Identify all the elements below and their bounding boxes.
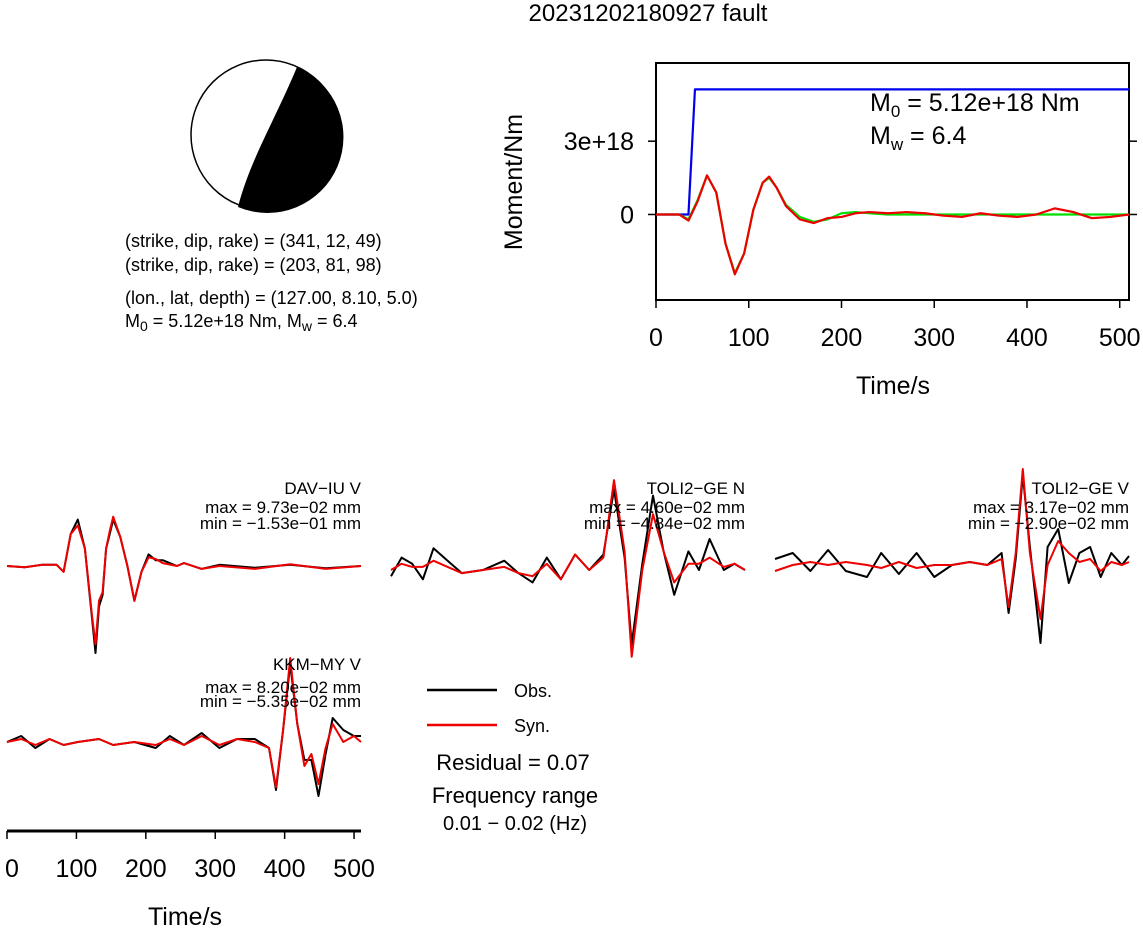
station-name: TOLI2−GE V xyxy=(1032,479,1130,498)
x-tick-label: 100 xyxy=(56,855,98,883)
x-tick-label: 500 xyxy=(1099,324,1141,352)
station-max: max = 8.20e−02 mm xyxy=(205,678,361,697)
station-max: max = 3.17e−02 mm xyxy=(973,498,1129,517)
waveform-legend: Obs. Syn. Residual = 0.07 Frequency rang… xyxy=(427,681,598,835)
station-min: min = −1.53e−01 mm xyxy=(200,514,361,533)
moment-series xyxy=(656,88,1130,276)
waveform-toli2-v xyxy=(774,468,1130,644)
synthetic-trace xyxy=(6,515,362,646)
waveform-dav xyxy=(6,515,362,654)
y-tick-label: 3e+18 xyxy=(564,128,634,156)
waveform-x-axis-label: Time/s xyxy=(148,903,222,928)
x-tick-label: 0 xyxy=(5,855,19,883)
station-max: max = 9.73e−02 mm xyxy=(205,498,361,517)
moment-m0-annotation: M0 = 5.12e+18 Nm xyxy=(870,89,1080,121)
x-tick-label: 300 xyxy=(194,855,236,883)
x-tick-label: 0 xyxy=(649,324,663,352)
nodal-plane-1: (strike, dip, rake) = (341, 12, 49) xyxy=(125,231,382,251)
moment-axis-ticks: 0 100 200 300 400 500 0 3e+18 xyxy=(564,128,1141,352)
mechanism-info: (strike, dip, rake) = (341, 12, 49) (str… xyxy=(125,231,418,334)
station-min: min = −2.90e−02 mm xyxy=(968,514,1129,533)
station-label-toli2-v: TOLI2−GE V max = 3.17e−02 mm min = −2.90… xyxy=(968,479,1130,533)
x-tick-label: 400 xyxy=(264,855,306,883)
moment-x-axis-label: Time/s xyxy=(856,372,930,400)
x-tick-label: 500 xyxy=(333,855,375,883)
x-tick-label: 200 xyxy=(821,324,863,352)
station-min: min = −4.84e−02 mm xyxy=(584,514,745,533)
synthetic-trace xyxy=(390,479,746,658)
synthetic-trace xyxy=(774,468,1130,620)
station-min: min = −5.35e−02 mm xyxy=(200,692,361,711)
frequency-range-value: 0.01 − 0.02 (Hz) xyxy=(443,813,587,835)
moment-y-axis-label: Moment/Nm xyxy=(500,114,528,250)
hypocenter-info: (lon., lat, depth) = (127.00, 8.10, 5.0) xyxy=(125,288,418,308)
observed-trace xyxy=(6,518,362,654)
magnitude-info: M0 = 5.12e+18 Nm, Mw = 6.4 xyxy=(125,311,358,334)
waveform-time-axis: 0 100 200 300 400 500 xyxy=(5,829,375,883)
x-tick-label: 400 xyxy=(1006,324,1048,352)
station-label-kkm: KKM−MY V max = 8.20e−02 mm min = −5.35e−… xyxy=(200,655,362,711)
figure-title: 20231202180927 fault xyxy=(529,0,768,27)
waveform-panels xyxy=(6,468,1130,797)
station-name: DAV−IU V xyxy=(284,479,361,498)
station-name: KKM−MY V xyxy=(273,655,362,674)
x-tick-label: 300 xyxy=(913,324,955,352)
station-label-dav: DAV−IU V max = 9.73e−02 mm min = −1.53e−… xyxy=(200,479,362,533)
moment-rate-smooth-line xyxy=(656,174,1129,275)
station-label-toli2-n: TOLI2−GE N max = 4.60e−02 mm min = −4.84… xyxy=(584,479,745,533)
legend-obs-label: Obs. xyxy=(514,681,552,701)
moment-mw-annotation: Mw = 6.4 xyxy=(870,122,966,154)
synthetic-trace xyxy=(6,657,362,788)
focal-mechanism-beachball xyxy=(190,59,344,213)
station-max: max = 4.60e−02 mm xyxy=(589,498,745,517)
y-tick-label: 0 xyxy=(620,201,634,229)
frequency-range-title: Frequency range xyxy=(432,783,598,808)
legend-syn-label: Syn. xyxy=(514,716,550,736)
x-tick-label: 100 xyxy=(728,324,770,352)
station-name: TOLI2−GE N xyxy=(647,479,745,498)
moment-rate-line xyxy=(656,174,1130,276)
waveform-kkm xyxy=(6,657,362,797)
moment-plot-frame xyxy=(655,62,1130,301)
x-tick-label: 200 xyxy=(125,855,167,883)
waveform-toli2-n xyxy=(390,479,746,658)
residual-text: Residual = 0.07 xyxy=(436,750,590,775)
nodal-plane-2: (strike, dip, rake) = (203, 81, 98) xyxy=(125,255,382,275)
